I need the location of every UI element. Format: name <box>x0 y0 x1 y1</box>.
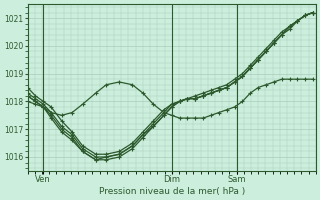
X-axis label: Pression niveau de la mer( hPa ): Pression niveau de la mer( hPa ) <box>99 187 245 196</box>
